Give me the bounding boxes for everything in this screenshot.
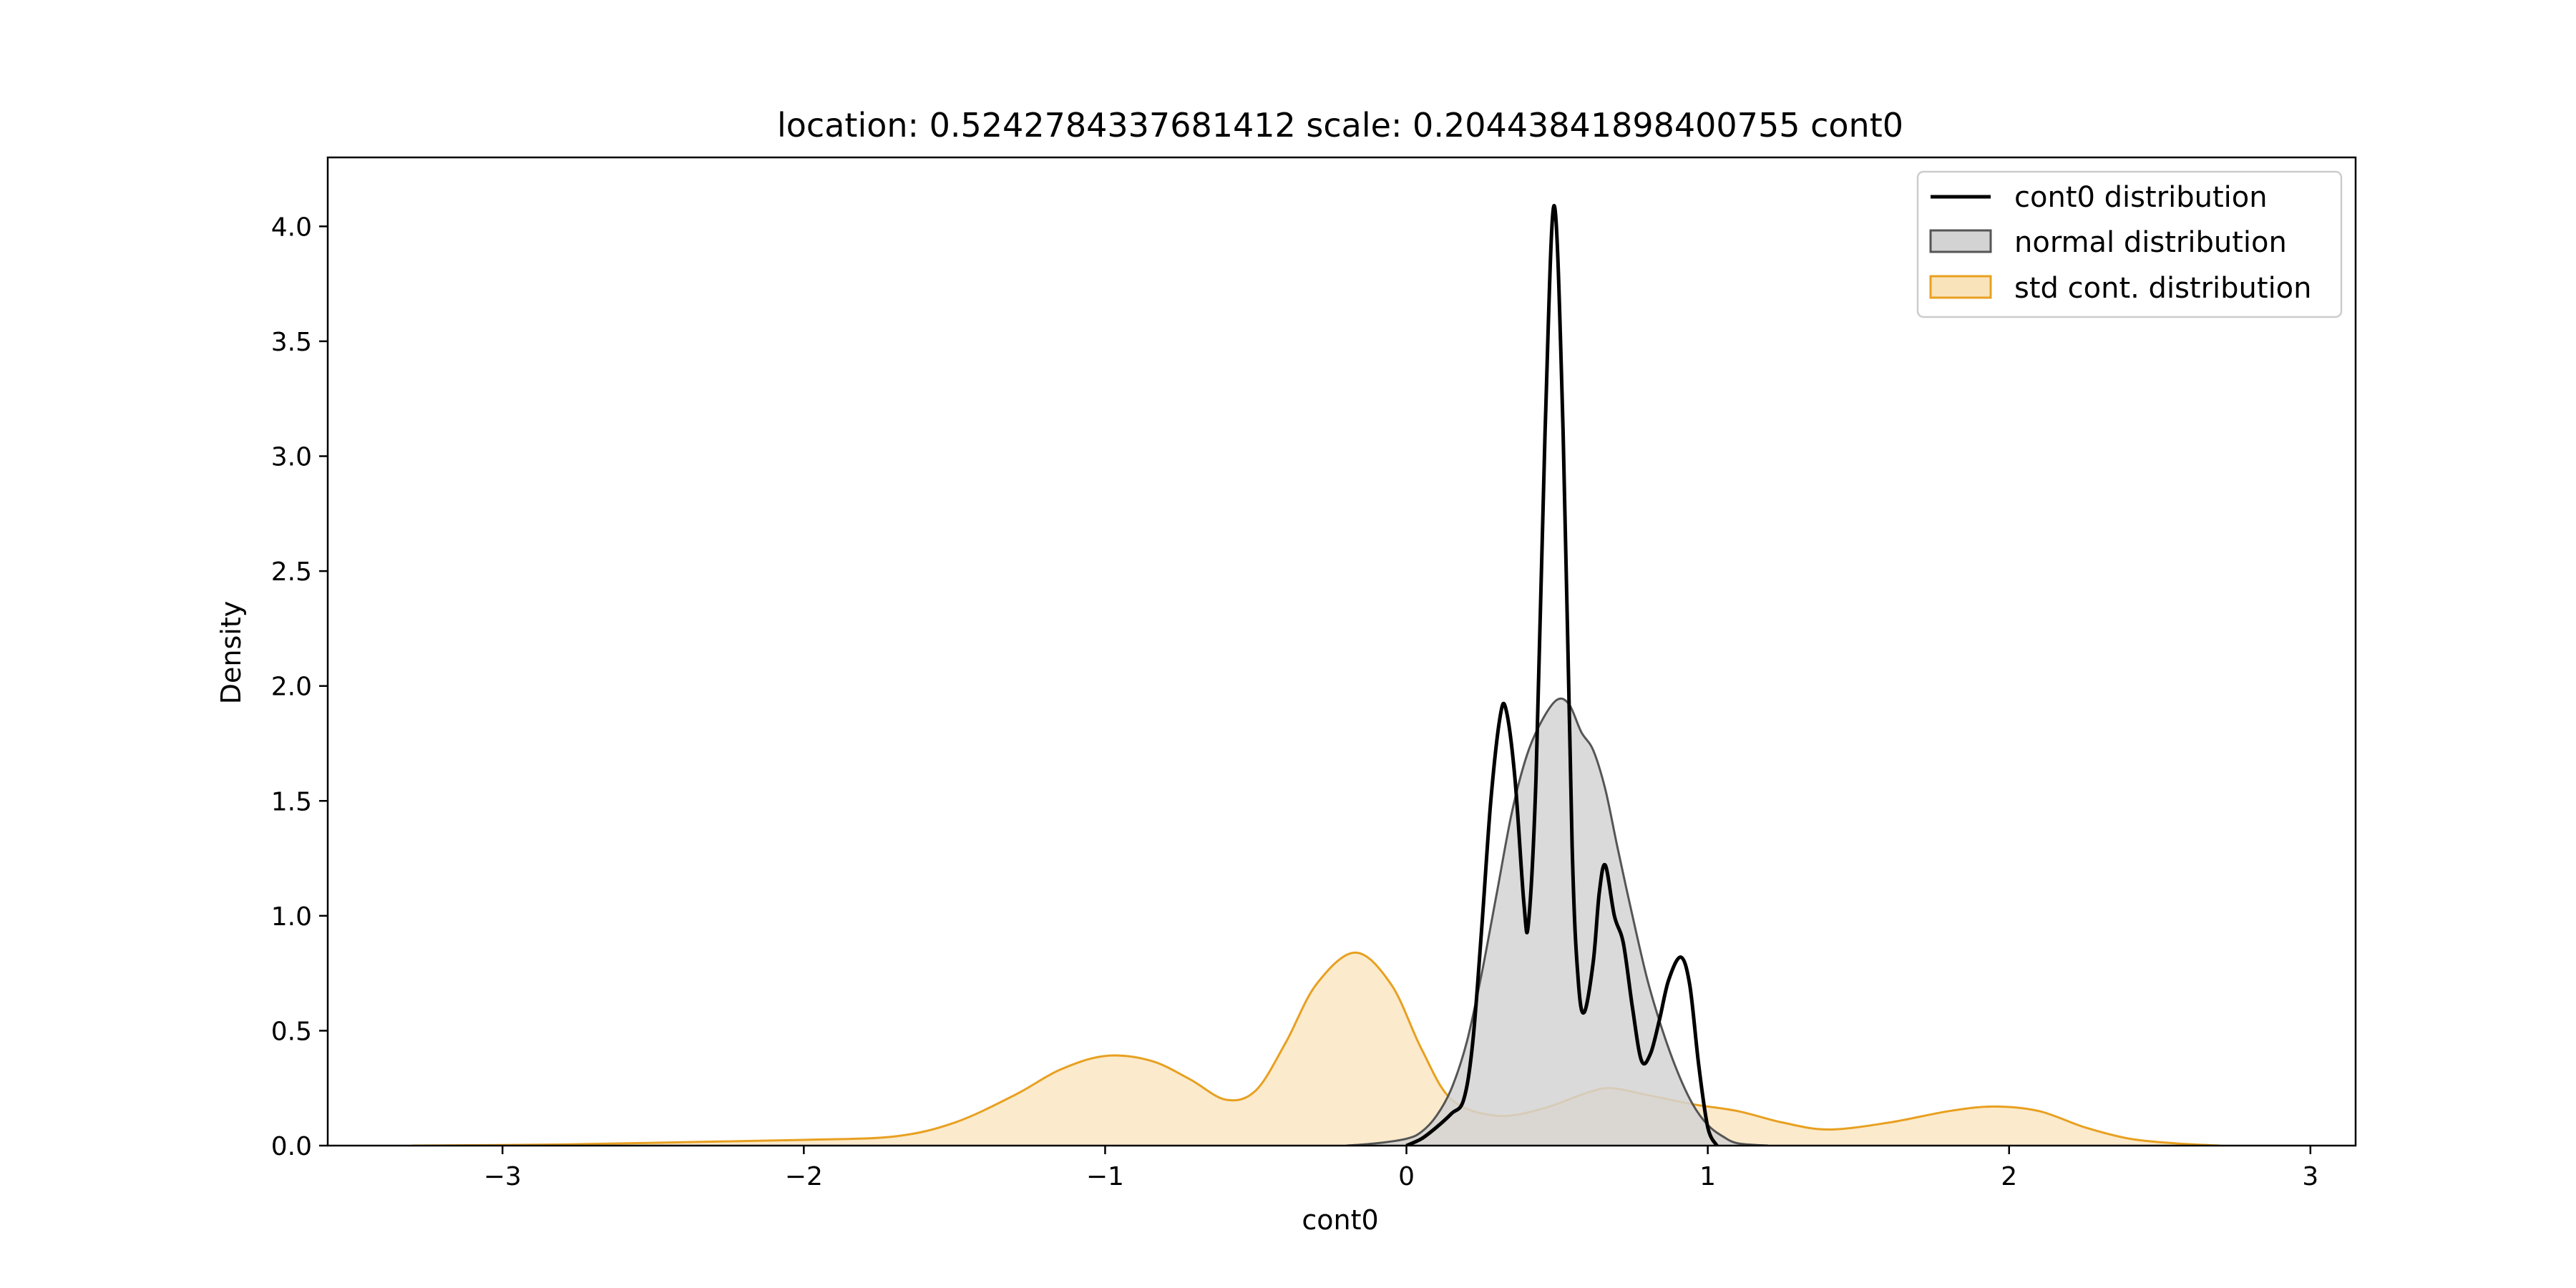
chart-title: location: 0.5242784337681412 scale: 0.20…: [777, 106, 1903, 145]
legend-swatch-normal: [1929, 229, 1992, 253]
area-fill-std-cont: [411, 952, 2220, 1146]
legend-frame: [1916, 170, 2343, 318]
legend-label-std-cont: std cont. distribution: [2014, 272, 2312, 305]
legend-swatch-std-cont: [1929, 275, 1992, 299]
y-axis-label: Density: [215, 601, 247, 704]
y-tick-label: 2.5: [271, 557, 312, 587]
x-tick-label: 0: [1398, 1162, 1415, 1191]
y-tick-label: 1.0: [271, 902, 312, 932]
x-axis-label: cont0: [1302, 1204, 1378, 1236]
x-tick-label: 2: [2001, 1162, 2017, 1191]
legend-label-normal: normal distribution: [2014, 226, 2287, 259]
y-axis: 0.0 0.5 1.0 1.5 2.0 2.5 3.0 3.5 4.0: [271, 213, 328, 1161]
x-tick-label: −1: [1086, 1162, 1124, 1191]
y-tick-label: 1.5: [271, 787, 312, 816]
x-axis: −3 −2 −1 0 1 2 3: [484, 1146, 2318, 1191]
area-outline-std-cont: [411, 951, 2220, 1146]
x-tick-label: −2: [785, 1162, 823, 1191]
x-tick-label: 1: [1699, 1162, 1716, 1191]
y-tick-label: 4.0: [271, 213, 312, 242]
y-tick-label: 0.0: [271, 1132, 312, 1161]
legend-label-cont0: cont0 distribution: [2014, 181, 2268, 214]
legend: cont0 distribution normal distribution s…: [1916, 170, 2343, 318]
y-tick-label: 3.0: [271, 443, 312, 472]
y-tick-label: 2.0: [271, 673, 312, 702]
y-tick-label: 3.5: [271, 328, 312, 357]
series-layer: [411, 203, 2220, 1146]
plot-frame: [326, 156, 2357, 1147]
y-tick-label: 0.5: [271, 1017, 312, 1046]
x-tick-label: 3: [2302, 1162, 2318, 1191]
series-line-cont0: [1405, 203, 1719, 1146]
x-tick-label: −3: [484, 1162, 522, 1191]
